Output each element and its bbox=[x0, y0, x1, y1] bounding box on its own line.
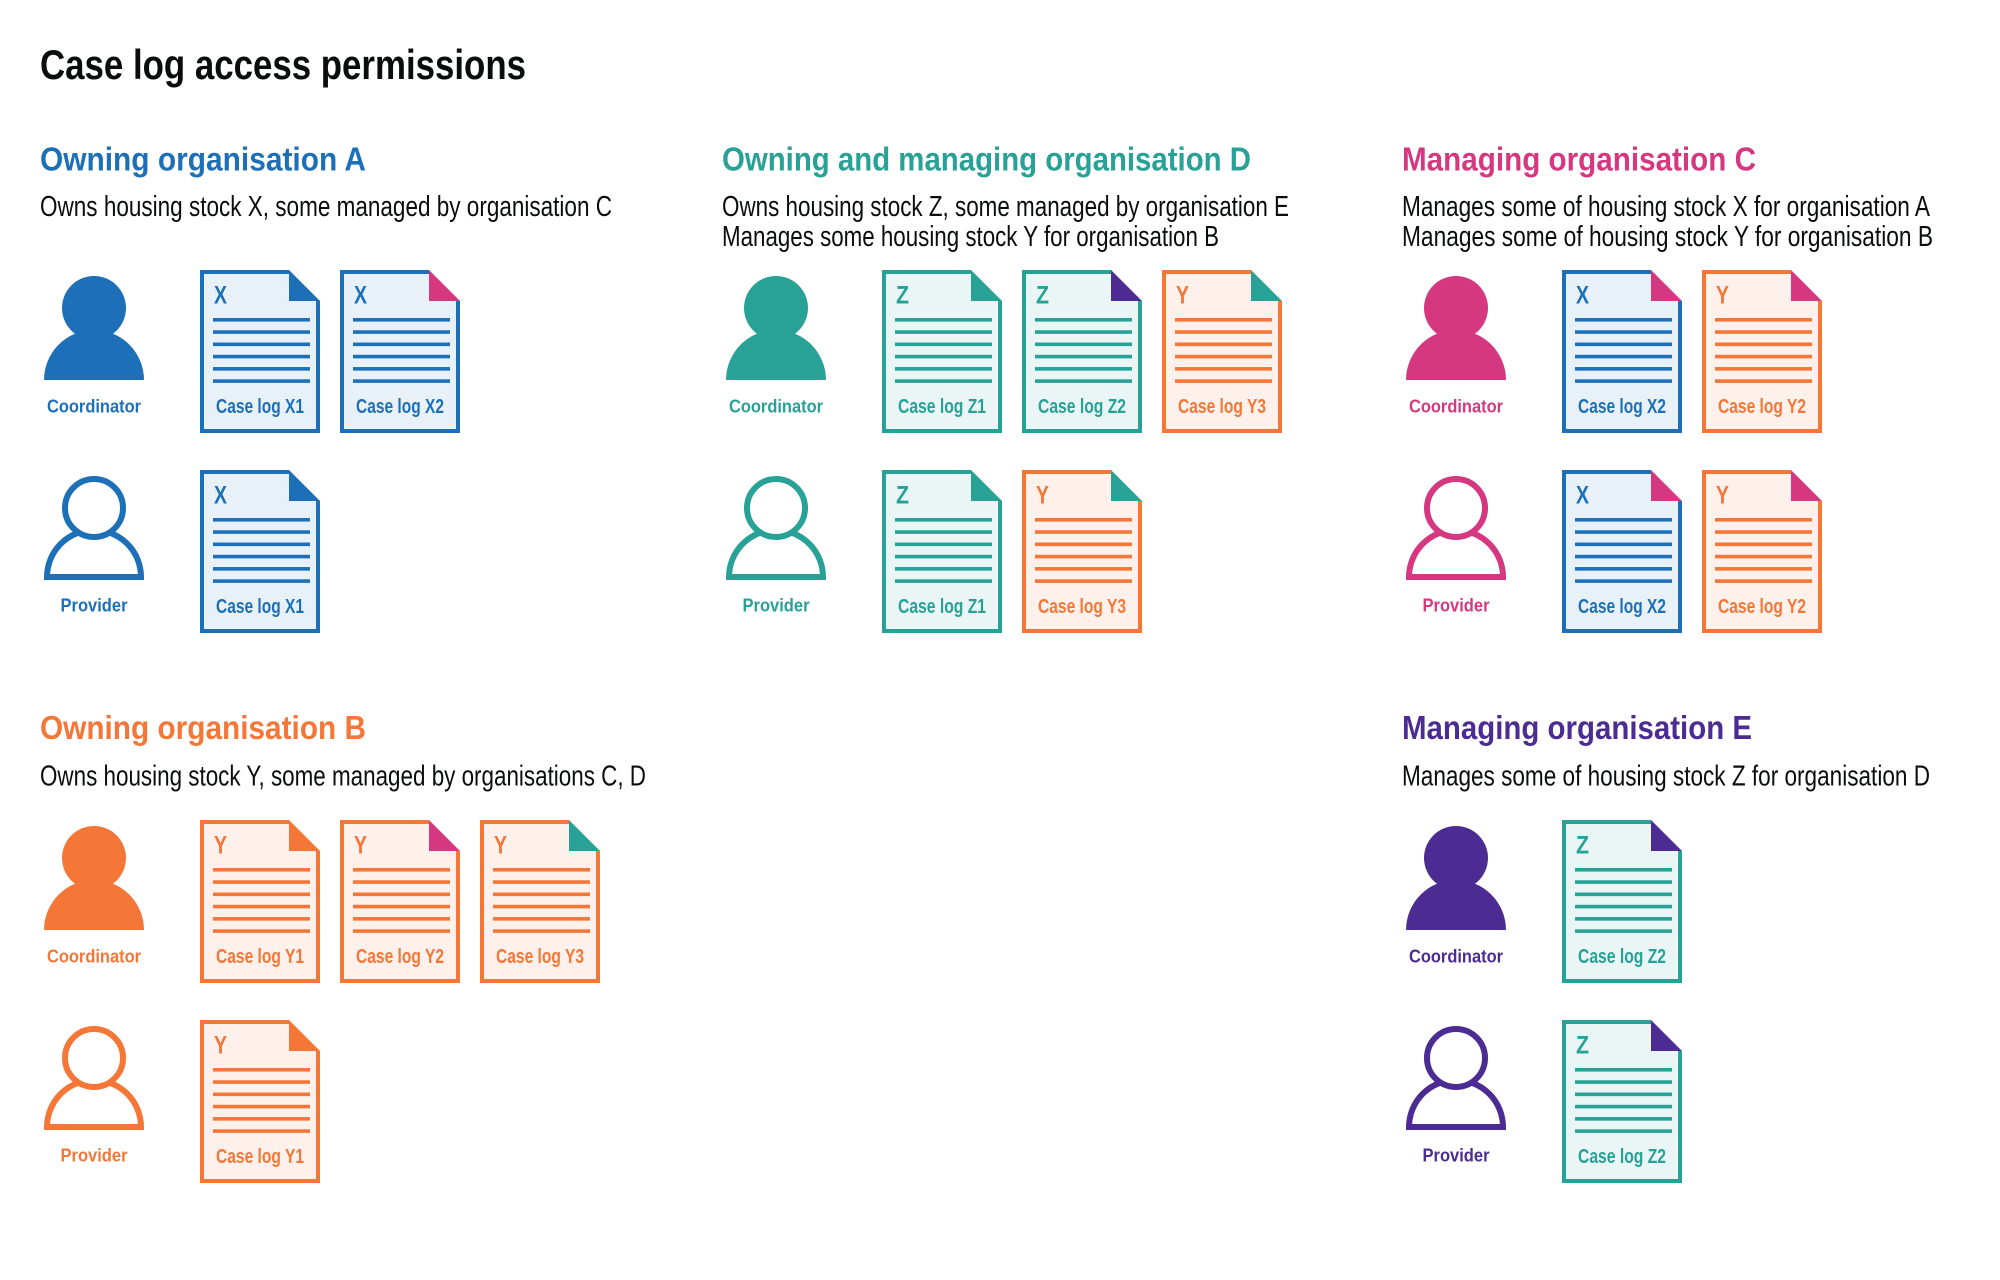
svg-text:Z: Z bbox=[1576, 1032, 1589, 1060]
svg-text:Case log Y2: Case log Y2 bbox=[1718, 396, 1806, 418]
svg-text:Y: Y bbox=[1716, 282, 1729, 310]
svg-text:Coordinator: Coordinator bbox=[47, 397, 141, 417]
svg-text:Case log Y2: Case log Y2 bbox=[356, 946, 444, 968]
svg-text:Owning and managing organisati: Owning and managing organisation D bbox=[722, 141, 1251, 178]
svg-text:X: X bbox=[214, 482, 227, 510]
svg-text:Case log Z2: Case log Z2 bbox=[1578, 946, 1666, 968]
svg-text:Provider: Provider bbox=[1423, 1146, 1490, 1166]
svg-text:X: X bbox=[354, 282, 367, 310]
svg-text:Z: Z bbox=[896, 282, 909, 310]
svg-text:Coordinator: Coordinator bbox=[729, 397, 823, 417]
svg-text:Owns housing stock Y, some man: Owns housing stock Y, some managed by or… bbox=[40, 760, 646, 792]
svg-text:Y: Y bbox=[354, 832, 367, 860]
svg-text:X: X bbox=[1576, 482, 1589, 510]
svg-text:Coordinator: Coordinator bbox=[1409, 397, 1503, 417]
svg-text:Case log Z2: Case log Z2 bbox=[1038, 396, 1126, 418]
svg-text:Case log Y3: Case log Y3 bbox=[1178, 396, 1266, 418]
svg-text:Y: Y bbox=[214, 832, 227, 860]
svg-text:Case log X2: Case log X2 bbox=[356, 396, 444, 418]
svg-text:Case log Y2: Case log Y2 bbox=[1718, 596, 1806, 618]
svg-text:X: X bbox=[1576, 282, 1589, 310]
svg-text:Owning organisation A: Owning organisation A bbox=[40, 141, 366, 178]
svg-text:Z: Z bbox=[1036, 282, 1049, 310]
svg-text:Managing organisation E: Managing organisation E bbox=[1402, 709, 1752, 746]
svg-text:Z: Z bbox=[1576, 832, 1589, 860]
svg-text:Provider: Provider bbox=[61, 596, 128, 616]
svg-text:X: X bbox=[214, 282, 227, 310]
svg-text:Managing organisation C: Managing organisation C bbox=[1402, 141, 1756, 178]
svg-text:Y: Y bbox=[494, 832, 507, 860]
svg-text:Provider: Provider bbox=[743, 596, 810, 616]
svg-text:Provider: Provider bbox=[61, 1146, 128, 1166]
svg-text:Provider: Provider bbox=[1423, 596, 1490, 616]
svg-text:Case log X2: Case log X2 bbox=[1578, 596, 1666, 618]
svg-text:Case log Y3: Case log Y3 bbox=[1038, 596, 1126, 618]
svg-text:Manages some housing stock Y f: Manages some housing stock Y for organis… bbox=[722, 221, 1219, 253]
svg-text:Y: Y bbox=[1036, 482, 1049, 510]
svg-text:Y: Y bbox=[214, 1032, 227, 1060]
svg-text:Case log X2: Case log X2 bbox=[1578, 396, 1666, 418]
svg-text:Coordinator: Coordinator bbox=[47, 947, 141, 967]
svg-text:Manages some of housing stock: Manages some of housing stock Z for orga… bbox=[1402, 760, 1930, 792]
svg-text:Y: Y bbox=[1176, 282, 1189, 310]
svg-text:Manages some of housing stock: Manages some of housing stock Y for orga… bbox=[1402, 221, 1933, 253]
svg-text:Case log Z2: Case log Z2 bbox=[1578, 1146, 1666, 1168]
svg-text:Case log Y1: Case log Y1 bbox=[216, 1146, 304, 1168]
svg-text:Case log Z1: Case log Z1 bbox=[898, 596, 986, 618]
svg-text:Coordinator: Coordinator bbox=[1409, 947, 1503, 967]
svg-text:Y: Y bbox=[1716, 482, 1729, 510]
svg-text:Owns housing stock X, some man: Owns housing stock X, some managed by or… bbox=[40, 191, 612, 223]
svg-text:Owning organisation B: Owning organisation B bbox=[40, 709, 366, 746]
svg-text:Case log X1: Case log X1 bbox=[216, 396, 304, 418]
svg-text:Z: Z bbox=[896, 482, 909, 510]
svg-text:Manages some of housing stock: Manages some of housing stock X for orga… bbox=[1402, 191, 1931, 223]
svg-text:Case log Y3: Case log Y3 bbox=[496, 946, 584, 968]
svg-text:Case log Y1: Case log Y1 bbox=[216, 946, 304, 968]
svg-text:Owns housing stock Z, some man: Owns housing stock Z, some managed by or… bbox=[722, 191, 1289, 223]
svg-text:Case log Z1: Case log Z1 bbox=[898, 396, 986, 418]
svg-text:Case log access permissions: Case log access permissions bbox=[40, 41, 526, 88]
svg-text:Case log X1: Case log X1 bbox=[216, 596, 304, 618]
